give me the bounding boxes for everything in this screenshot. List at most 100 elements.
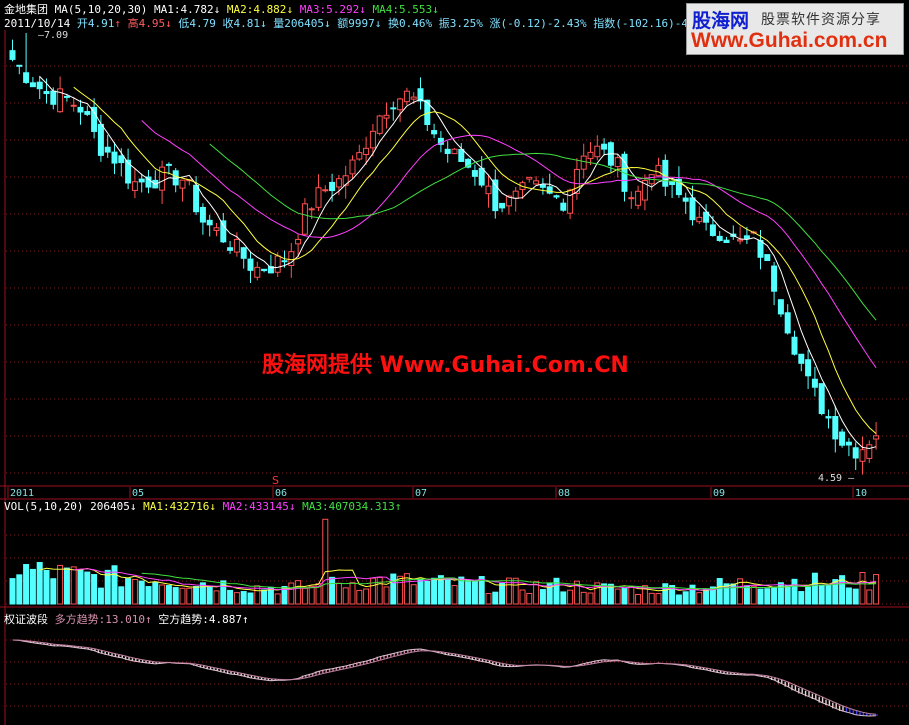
volume-bar bbox=[839, 575, 846, 605]
volume-bar bbox=[811, 572, 818, 605]
volume-bar bbox=[233, 592, 240, 605]
indicator-stripes bbox=[16, 640, 878, 716]
ma3-line bbox=[141, 120, 877, 369]
volume-value: 量206405 bbox=[273, 17, 324, 30]
candle bbox=[594, 135, 601, 161]
candle-body bbox=[662, 159, 669, 187]
candle-body bbox=[145, 176, 152, 188]
volume-bar bbox=[567, 589, 574, 605]
amount-value: 额9997 bbox=[337, 17, 375, 30]
candle-body bbox=[118, 155, 125, 164]
candle bbox=[261, 268, 268, 273]
candle bbox=[505, 195, 512, 215]
candle bbox=[138, 173, 145, 193]
volume-bar bbox=[417, 578, 424, 605]
candle-body bbox=[825, 416, 832, 419]
candle-body bbox=[254, 266, 261, 278]
volume-bar bbox=[118, 586, 125, 605]
candle-body bbox=[485, 185, 492, 195]
candle bbox=[363, 136, 370, 165]
stock-name: 金地集团 bbox=[4, 3, 48, 16]
volume-bar bbox=[281, 585, 288, 605]
volume-bar bbox=[369, 577, 376, 605]
candle-body bbox=[397, 98, 404, 111]
candle bbox=[764, 254, 771, 262]
volume-bar bbox=[322, 518, 329, 605]
candle bbox=[873, 422, 880, 450]
candle bbox=[329, 173, 336, 202]
volume-bar bbox=[607, 583, 614, 605]
volume-bar bbox=[669, 585, 676, 605]
candle bbox=[70, 96, 77, 112]
candle-body bbox=[832, 415, 839, 440]
quote-header: 2011/10/14 开4.91↑ 高4.95↓ 低4.79 收4.81↓ 量2… bbox=[4, 17, 715, 30]
candle-body bbox=[356, 152, 363, 160]
vol-ma2: MA2:433145 bbox=[222, 500, 289, 513]
candle-body bbox=[125, 159, 132, 184]
volume-bar bbox=[818, 584, 825, 605]
volume-bar bbox=[750, 585, 757, 605]
volume-bar bbox=[696, 592, 703, 605]
ma-header: 金地集团 MA(5,10,20,30) MA1:4.782↓ MA2:4.882… bbox=[4, 3, 439, 16]
volume-bar bbox=[193, 585, 200, 605]
candle bbox=[322, 185, 329, 193]
volume-bar bbox=[220, 580, 227, 605]
volume-bar bbox=[240, 591, 247, 605]
candle-body bbox=[798, 353, 805, 364]
candle-body bbox=[560, 202, 567, 211]
candle bbox=[199, 203, 206, 235]
candle bbox=[125, 148, 132, 190]
volume-bar bbox=[43, 569, 50, 605]
volume-bar bbox=[771, 586, 778, 605]
candle bbox=[737, 226, 744, 245]
candle-body bbox=[267, 266, 274, 274]
volume-bars bbox=[9, 518, 880, 605]
volume-bar bbox=[655, 593, 662, 605]
candle-body bbox=[709, 224, 716, 236]
volume-bar bbox=[227, 589, 234, 605]
candle-body bbox=[587, 151, 594, 160]
candle bbox=[335, 174, 342, 196]
candle-body bbox=[220, 220, 227, 243]
candle bbox=[777, 299, 784, 318]
volume-bar bbox=[451, 585, 458, 605]
volume-bar bbox=[594, 582, 601, 605]
candle-body bbox=[363, 147, 370, 156]
candle bbox=[417, 77, 424, 110]
candle bbox=[267, 254, 274, 274]
arrow-up-icon: ↑ bbox=[241, 613, 249, 626]
candle bbox=[635, 185, 642, 210]
candle-body bbox=[410, 96, 417, 100]
candle bbox=[648, 174, 655, 191]
candle bbox=[247, 251, 254, 283]
volume-bar bbox=[159, 584, 166, 605]
candle-body bbox=[465, 158, 472, 168]
volume-bar bbox=[703, 588, 710, 605]
volume-bar bbox=[560, 591, 567, 605]
volume-bar bbox=[798, 591, 805, 605]
volume-bar bbox=[580, 591, 587, 605]
candle bbox=[716, 231, 723, 242]
volume-bar bbox=[471, 580, 478, 605]
ma1-line bbox=[39, 76, 877, 450]
ma3-value: MA3:5.292 bbox=[299, 3, 360, 16]
volume-bar bbox=[410, 584, 417, 605]
volume-bar bbox=[662, 583, 669, 605]
candle-body bbox=[84, 111, 91, 115]
candle-body bbox=[839, 431, 846, 446]
candle-body bbox=[675, 178, 682, 196]
candle bbox=[301, 198, 308, 236]
volume-bar bbox=[29, 568, 36, 605]
volume-bar bbox=[499, 582, 506, 605]
ma4-line bbox=[209, 143, 877, 321]
volume-bar bbox=[288, 582, 295, 605]
candle bbox=[369, 123, 376, 157]
candle bbox=[818, 383, 825, 416]
volume-bar bbox=[57, 564, 64, 605]
candle-body bbox=[505, 195, 512, 207]
candle-body bbox=[131, 181, 138, 191]
candle-body bbox=[811, 378, 818, 388]
candle bbox=[621, 151, 628, 202]
candle bbox=[805, 350, 812, 390]
